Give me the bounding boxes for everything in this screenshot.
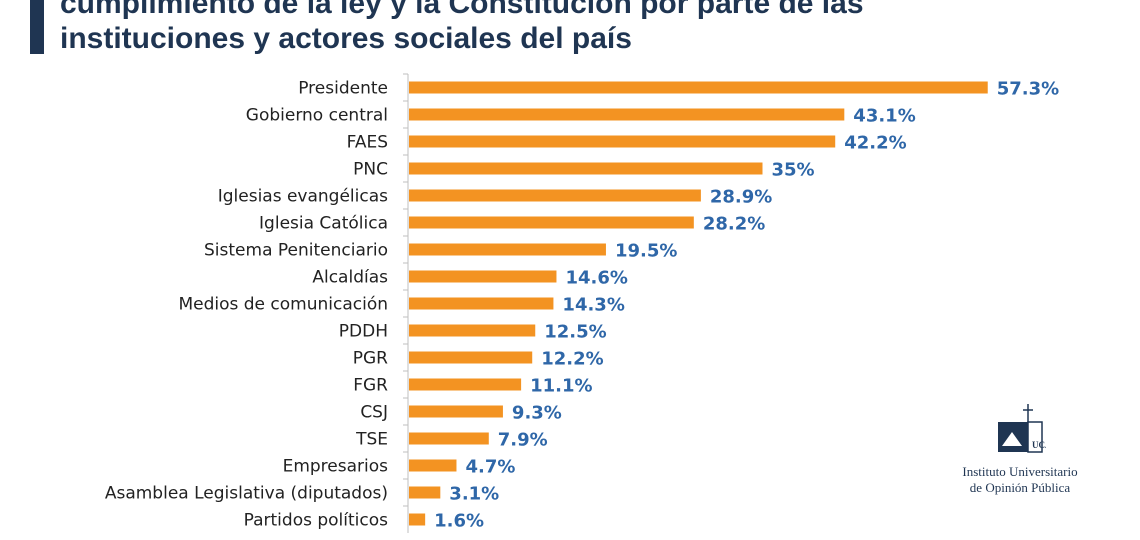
bar (409, 324, 536, 337)
bar (409, 297, 554, 310)
iudop-logo: UCA Instituto Universitario de Opinión P… (935, 402, 1105, 502)
value-label: 3.1% (449, 484, 499, 505)
chart-title: cumplimiento de la ley y la Constitución… (60, 0, 1120, 56)
bar (409, 81, 988, 94)
bar (409, 513, 426, 526)
bar (409, 216, 694, 229)
uca-emblem-icon: UCA (998, 404, 1046, 453)
bar (409, 351, 533, 364)
value-label: 11.1% (530, 376, 592, 397)
logo-text-line-1: Instituto Universitario (962, 464, 1078, 479)
value-label: 12.5% (544, 322, 606, 343)
category-label: Iglesia Católica (259, 214, 388, 234)
category-label: Empresarios (283, 457, 389, 477)
value-label: 1.6% (434, 511, 484, 532)
chart-title-line-2: instituciones y actores sociales del paí… (60, 22, 632, 55)
category-label: PDDH (339, 322, 388, 342)
category-label: Partidos políticos (244, 511, 389, 531)
category-label: TSE (355, 430, 388, 450)
bar (409, 243, 606, 256)
category-label: Medios de comunicación (178, 295, 388, 315)
category-label: Asamblea Legislativa (diputados) (105, 484, 388, 504)
bar (409, 432, 489, 445)
bar (409, 162, 763, 175)
value-label: 35% (772, 160, 815, 181)
value-label: 19.5% (615, 241, 677, 262)
value-label: 28.2% (703, 214, 765, 235)
bar (409, 405, 503, 418)
category-label: Iglesias evangélicas (218, 187, 388, 207)
category-label: Presidente (298, 79, 388, 99)
value-label: 42.2% (844, 133, 906, 154)
category-label: Gobierno central (246, 106, 388, 126)
value-label: 14.3% (562, 295, 624, 316)
value-label: 9.3% (512, 403, 562, 424)
category-label: FAES (347, 133, 388, 153)
title-accent-bar (30, 0, 44, 54)
value-label: 28.9% (710, 187, 772, 208)
category-label: PNC (353, 160, 388, 180)
bar (409, 135, 836, 148)
value-label: 14.6% (565, 268, 627, 289)
value-label: 57.3% (997, 79, 1059, 100)
bar (409, 459, 457, 472)
value-label: 7.9% (498, 430, 548, 451)
category-label: Sistema Penitenciario (204, 241, 388, 261)
bar (409, 108, 845, 121)
category-label: FGR (353, 376, 388, 396)
value-label: 43.1% (853, 106, 915, 127)
chart-title-line-1: cumplimiento de la ley y la Constitución… (60, 0, 864, 20)
value-label: 4.7% (465, 457, 515, 478)
category-label: CSJ (360, 403, 388, 423)
svg-text:UCA: UCA (1032, 440, 1046, 450)
logo-text-line-2: de Opinión Pública (969, 480, 1071, 495)
category-label: Alcaldías (312, 268, 388, 288)
bar (409, 378, 522, 391)
value-label: 12.2% (541, 349, 603, 370)
bar (409, 486, 441, 499)
bar (409, 189, 701, 202)
bar (409, 270, 557, 283)
category-label: PGR (353, 349, 388, 369)
